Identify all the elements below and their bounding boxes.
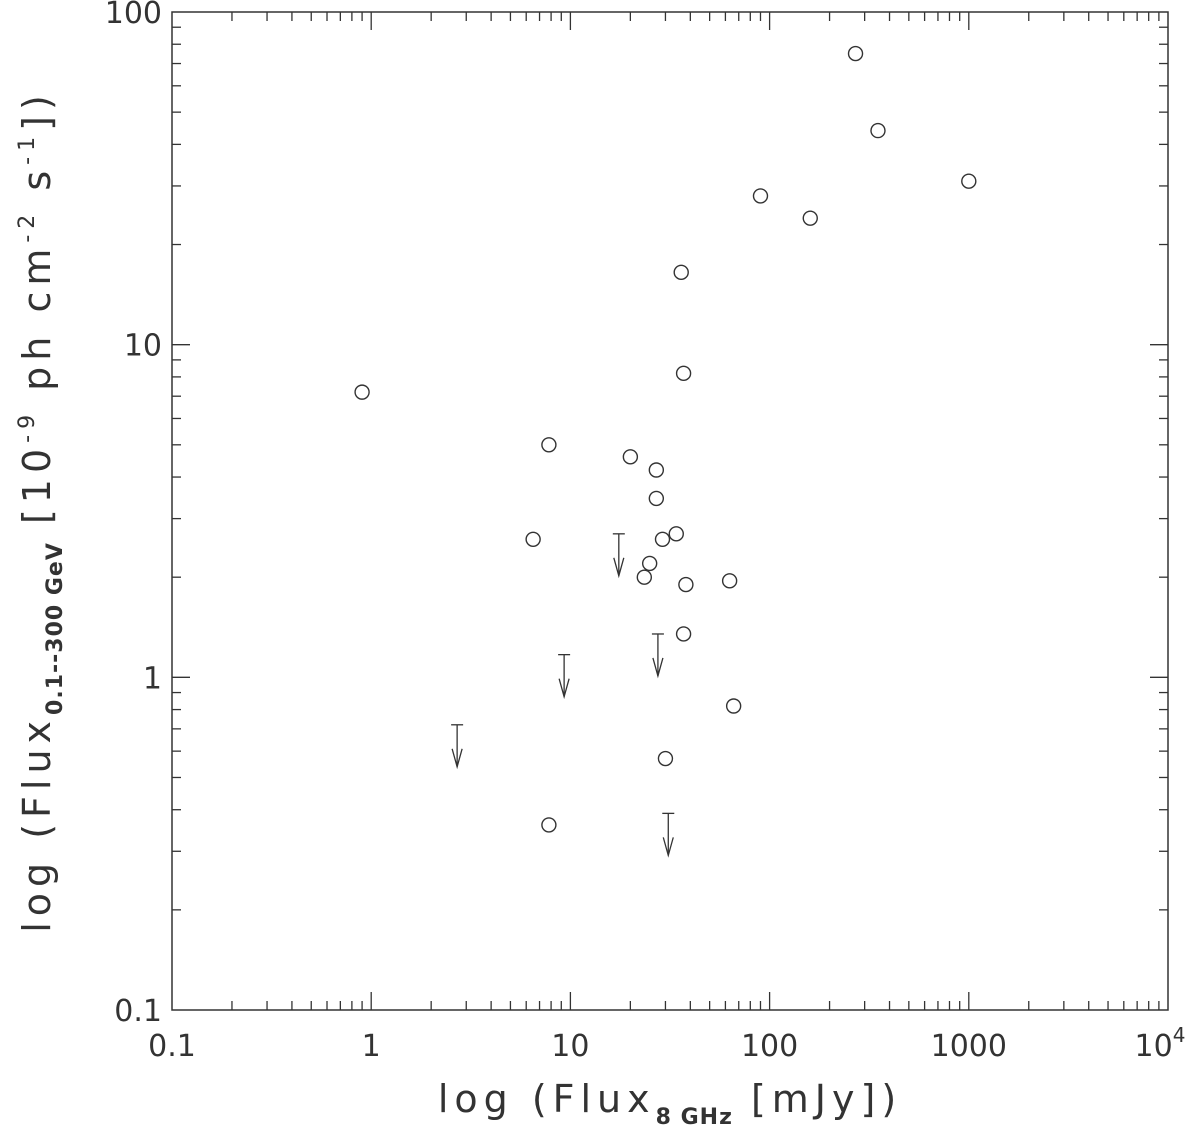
detection-point bbox=[622, 449, 639, 465]
detection-point bbox=[847, 45, 864, 62]
x-tick-label: 10 bbox=[551, 1029, 589, 1064]
detection-point bbox=[654, 531, 671, 547]
x-tick-label: 1000 bbox=[931, 1029, 1007, 1064]
upper-limits bbox=[451, 533, 675, 858]
detection-point bbox=[802, 210, 818, 226]
x-axis-label-pre: log (Flux bbox=[438, 1077, 656, 1121]
y-axis-label-sup1: -9 bbox=[15, 409, 40, 443]
detection-point bbox=[636, 569, 653, 585]
y-axis-label-pre: log (Flux bbox=[15, 715, 59, 933]
y-axis-label-sup3: -1 bbox=[15, 131, 40, 165]
y-tick-label: 0.1 bbox=[114, 994, 162, 1029]
detection-point bbox=[675, 626, 692, 642]
detection-point bbox=[678, 576, 694, 593]
upper-limit-arrow bbox=[558, 654, 571, 700]
axis-ticks bbox=[172, 12, 1168, 1010]
y-axis-label-mid2: ph cm bbox=[15, 243, 59, 409]
y-axis-label-sup2: -2 bbox=[15, 209, 40, 243]
y-axis-label-post: ]) bbox=[15, 89, 59, 131]
detection-point bbox=[673, 264, 689, 281]
upper-limit-arrow bbox=[612, 533, 625, 579]
y-axis-label-mid3: s bbox=[15, 165, 59, 209]
x-tick-label-base: 10 bbox=[1135, 1029, 1173, 1064]
detection-point bbox=[668, 526, 684, 542]
x-axis-label-post: [mJy]) bbox=[733, 1077, 902, 1121]
upper-limit-arrow bbox=[662, 812, 675, 858]
detection-point bbox=[657, 750, 674, 767]
detection-point bbox=[648, 462, 665, 478]
detection-point bbox=[641, 555, 658, 572]
upper-limit-arrow bbox=[651, 633, 664, 679]
y-tick-label: 1 bbox=[143, 661, 162, 696]
x-tick-label: 100 bbox=[741, 1029, 798, 1064]
detection-point bbox=[525, 531, 541, 547]
detection-point bbox=[541, 817, 557, 833]
detection-point bbox=[725, 698, 742, 714]
detection-point bbox=[541, 437, 557, 453]
y-axis-label-sub: 0.1--300 GeV bbox=[43, 542, 68, 715]
y-tick-label: 10 bbox=[124, 329, 162, 364]
data-points bbox=[354, 45, 977, 833]
detection-point bbox=[354, 384, 370, 400]
x-axis-label: log (Flux8 GHz [mJy]) bbox=[438, 1077, 902, 1130]
y-axis-label-mid1: [10 bbox=[15, 443, 59, 542]
x-tick-label: 0.1 bbox=[148, 1029, 196, 1064]
detection-point bbox=[870, 122, 886, 139]
detection-point bbox=[648, 490, 665, 507]
plot-frame bbox=[171, 11, 1169, 1011]
y-tick-label: 100 bbox=[105, 0, 162, 31]
upper-limit-arrow bbox=[451, 724, 464, 770]
detection-point bbox=[961, 173, 977, 189]
detection-point bbox=[752, 188, 769, 204]
detection-point bbox=[721, 573, 738, 589]
x-axis-label-sub: 8 GHz bbox=[656, 1105, 733, 1130]
detection-point bbox=[675, 365, 692, 382]
y-axis-label: log (Flux0.1--300 GeV [10-9 ph cm-2 s-1]… bbox=[15, 89, 68, 933]
x-tick-label: 1 bbox=[362, 1029, 381, 1064]
x-tick-label-exp: 4 bbox=[1173, 1023, 1186, 1047]
x-tick-label: 104 bbox=[1135, 1023, 1186, 1064]
